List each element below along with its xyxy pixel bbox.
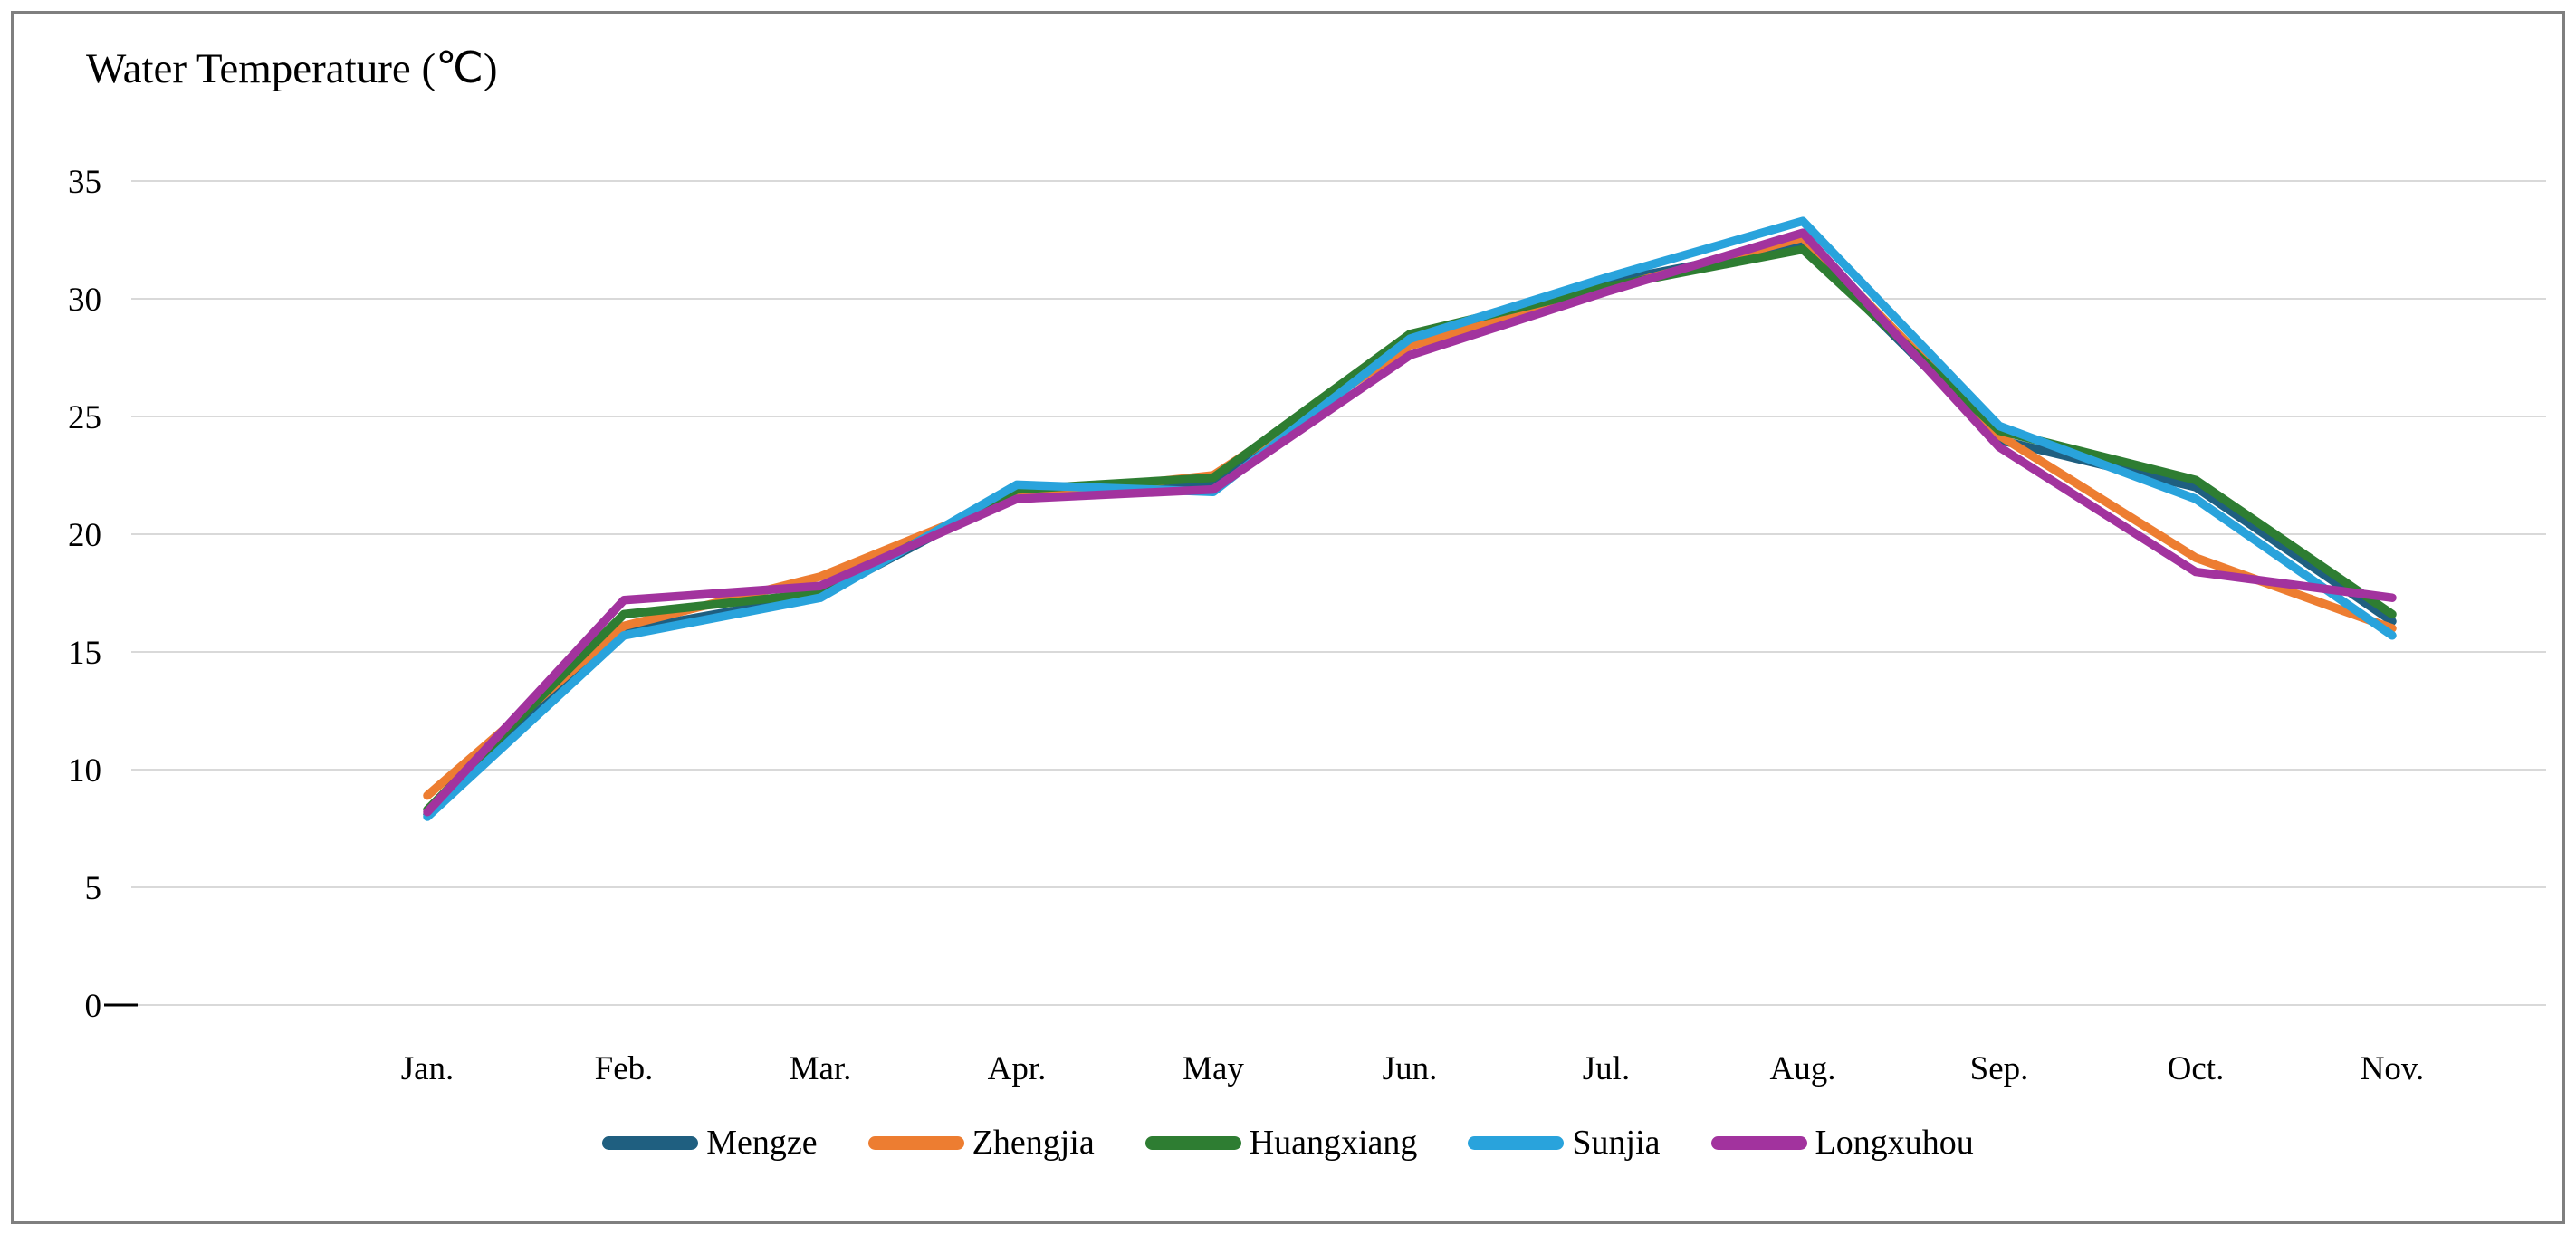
x-tick-label: Aug. [1770, 1050, 1836, 1087]
legend-label-sunjia: Sunjia [1572, 1124, 1661, 1162]
chart-frame-border [11, 11, 2565, 1224]
x-tick-label: Nov. [2361, 1050, 2425, 1087]
legend-swatch-mengze [602, 1135, 699, 1150]
legend-item-mengze: Mengze [602, 1123, 818, 1163]
x-tick-label: Sep. [1970, 1050, 2029, 1087]
legend-label-longxuhou: Longxuhou [1815, 1124, 1974, 1162]
y-tick-label: 25 [68, 399, 101, 436]
legend-swatch-longxuhou [1710, 1135, 1807, 1150]
series-line-longxuhou [423, 228, 2397, 817]
x-tick-label: Feb. [595, 1050, 654, 1087]
x-tick-label: Oct. [2168, 1050, 2225, 1087]
y-tick-label: 20 [68, 517, 101, 554]
y-tick-label: 30 [68, 282, 101, 319]
legend-item-huangxiang: Huangxiang [1144, 1123, 1418, 1163]
y-tick-label: 5 [85, 870, 102, 907]
legend-item-longxuhou: Longxuhou [1710, 1123, 1974, 1163]
legend-swatch-huangxiang [1144, 1135, 1241, 1150]
legend-item-sunjia: Sunjia [1468, 1123, 1661, 1163]
x-tick-label: May [1183, 1050, 1244, 1087]
chart-legend: Mengze Zhengjia Huangxiang Sunjia Longxu… [0, 1123, 2576, 1163]
x-tick-label: Jan. [401, 1050, 455, 1087]
series-line-huangxiang [423, 244, 2397, 814]
legend-label-mengze: Mengze [706, 1124, 818, 1162]
x-tick-label: Jul. [1583, 1050, 1630, 1087]
chart-title: Water Temperature (℃) [86, 45, 498, 92]
y-tick-label: 0 [85, 988, 102, 1025]
legend-label-huangxiang: Huangxiang [1249, 1124, 1418, 1162]
y-tick-label: 10 [68, 752, 101, 790]
x-tick-label: Jun. [1383, 1050, 1438, 1087]
series-line-sunjia [423, 216, 2397, 821]
x-tick-label: Apr. [988, 1050, 1047, 1087]
legend-label-zhengjia: Zhengjia [972, 1124, 1095, 1162]
y-tick-label: 15 [68, 635, 101, 672]
legend-swatch-sunjia [1468, 1135, 1565, 1150]
x-tick-label: Mar. [790, 1050, 852, 1087]
series-line-zhengjia [423, 233, 2397, 800]
y-tick-label: 35 [68, 164, 101, 201]
legend-swatch-zhengjia [867, 1135, 964, 1150]
legend-item-zhengjia: Zhengjia [867, 1123, 1095, 1163]
